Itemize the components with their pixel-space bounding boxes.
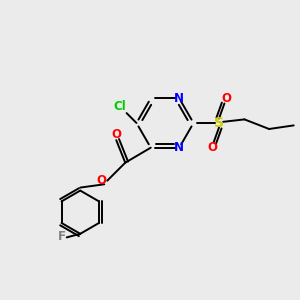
Text: N: N: [174, 92, 184, 105]
Text: Cl: Cl: [114, 100, 126, 113]
Text: O: O: [207, 141, 217, 154]
Text: O: O: [221, 92, 231, 105]
Text: F: F: [58, 230, 66, 243]
Text: O: O: [111, 128, 121, 141]
Text: O: O: [97, 174, 107, 187]
Text: S: S: [214, 116, 224, 130]
Text: N: N: [174, 141, 184, 154]
